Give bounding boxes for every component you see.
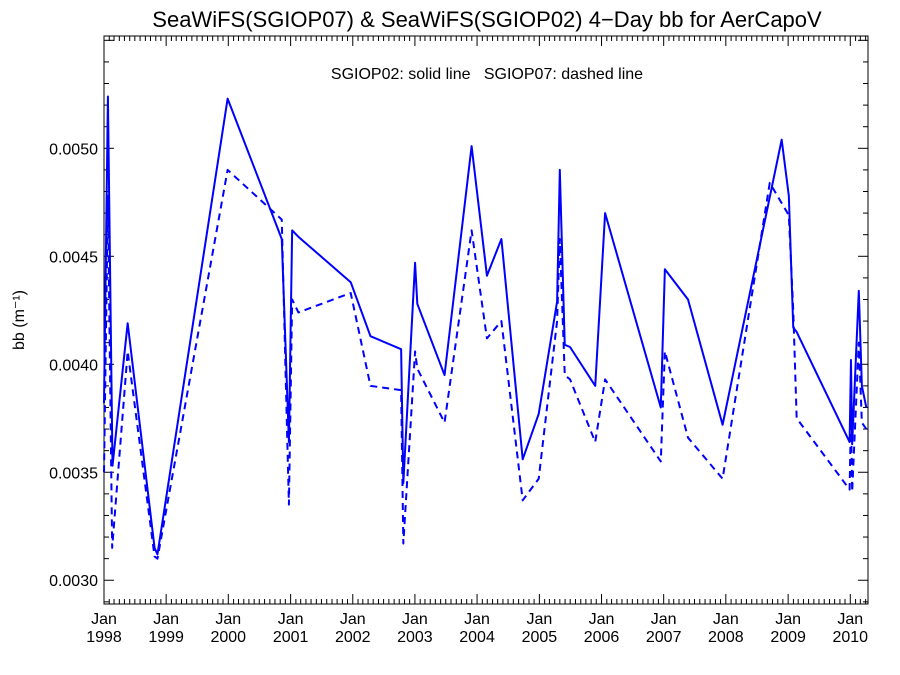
- x-tick-month-label: Jan: [837, 611, 863, 628]
- x-tick-month-label: Jan: [340, 611, 366, 628]
- x-tick-year-label: 1999: [148, 629, 184, 646]
- x-tick-year-label: 2001: [273, 629, 309, 646]
- x-tick-year-label: 2007: [646, 629, 682, 646]
- series-lines: [103, 95, 868, 560]
- x-tick-year-label: 2005: [522, 629, 558, 646]
- x-tick-year-label: 2003: [397, 629, 433, 646]
- x-tick-month-label: Jan: [526, 611, 552, 628]
- x-tick-month-label: Jan: [589, 611, 615, 628]
- x-tick-year-label: 2010: [832, 629, 868, 646]
- y-tick-label: 0.0040: [49, 357, 98, 374]
- x-tick-year-label: 2000: [210, 629, 246, 646]
- y-tick-label: 0.0045: [49, 249, 98, 266]
- y-tick-label: 0.0030: [49, 573, 98, 590]
- y-axis-label: bb (m⁻¹): [11, 290, 28, 350]
- series-line-dashed: [103, 168, 868, 560]
- x-tick-year-label: 1998: [86, 629, 122, 646]
- x-tick-month-label: Jan: [464, 611, 490, 628]
- axis-ticks: [103, 36, 868, 604]
- line-style-annotation: SGIOP02: solid line SGIOP07: dashed line: [331, 66, 643, 83]
- chart-title: SeaWiFS(SGIOP07) & SeaWiFS(SGIOP02) 4−Da…: [152, 7, 822, 32]
- x-tick-year-label: 2008: [708, 629, 744, 646]
- x-tick-month-label: Jan: [651, 611, 677, 628]
- x-tick-year-label: 2002: [335, 629, 371, 646]
- x-tick-month-label: Jan: [775, 611, 801, 628]
- x-tick-month-label: Jan: [278, 611, 304, 628]
- x-tick-month-label: Jan: [153, 611, 179, 628]
- x-tick-month-label: Jan: [713, 611, 739, 628]
- x-tick-month-label: Jan: [91, 611, 117, 628]
- y-tick-label: 0.0035: [49, 465, 98, 482]
- plot-area-frame: [103, 35, 869, 605]
- x-tick-month-label: Jan: [215, 611, 241, 628]
- x-tick-year-label: 2004: [459, 629, 495, 646]
- y-tick-label: 0.0050: [49, 141, 98, 158]
- axis-tick-labels: 0.00300.00350.00400.00450.0050Jan1998Jan…: [49, 141, 868, 646]
- x-tick-year-label: 2009: [770, 629, 806, 646]
- x-tick-month-label: Jan: [402, 611, 428, 628]
- x-tick-year-label: 2006: [584, 629, 620, 646]
